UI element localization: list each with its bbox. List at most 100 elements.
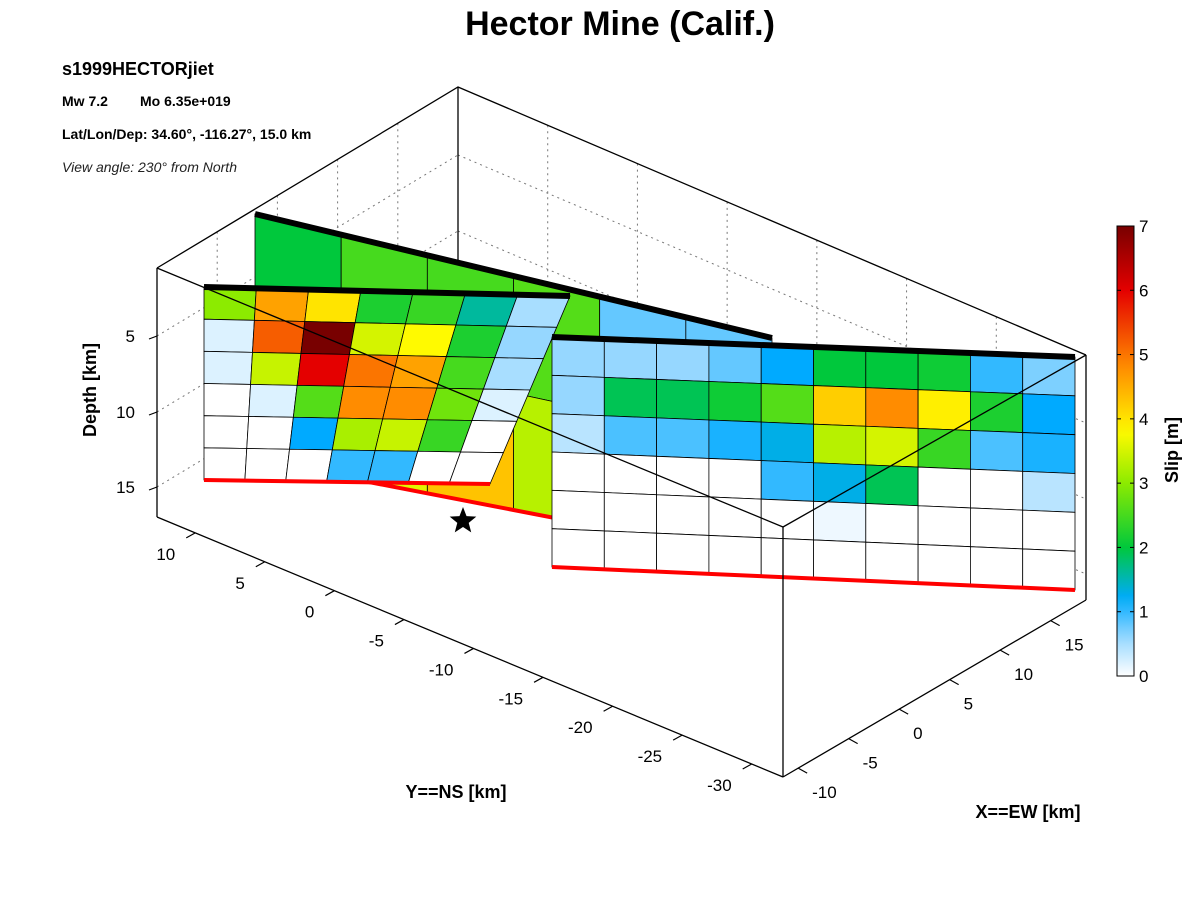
- slip-cell: [813, 539, 867, 582]
- tick-mark: [672, 734, 683, 741]
- slip-cell: [813, 385, 867, 427]
- slip-cell: [304, 289, 362, 324]
- fault-segment: [203, 284, 571, 486]
- tick-mark: [848, 738, 858, 745]
- slip-cell: [203, 383, 251, 417]
- slip-cell: [970, 507, 1024, 550]
- colorbar-tick-label: 6: [1139, 281, 1148, 300]
- location-label: Lat/Lon/Dep: 34.60°, -116.27°, 15.0 km: [62, 126, 311, 142]
- slip-cell: [760, 383, 814, 425]
- tick-mark: [797, 767, 808, 774]
- tick-mark: [394, 619, 405, 626]
- slip-cell: [760, 460, 814, 502]
- slip-cell: [551, 451, 605, 493]
- slip-cell: [813, 346, 867, 389]
- tick-mark: [949, 679, 959, 686]
- slip-cell: [708, 381, 762, 423]
- slip-cell: [656, 455, 710, 498]
- slip-cell: [397, 323, 457, 357]
- slip-cell: [708, 342, 762, 384]
- hypocenter-star-icon: [449, 507, 477, 533]
- slip-cell: [917, 466, 971, 509]
- slip-cell: [203, 286, 257, 321]
- surface-trace: [203, 284, 571, 299]
- slip-cell: [656, 417, 710, 459]
- slip-cell: [708, 534, 762, 577]
- colorbar-tick-label: 3: [1139, 474, 1148, 493]
- tick-label: 0: [913, 724, 922, 743]
- slip-cell: [970, 352, 1024, 395]
- bottom-edge: [203, 478, 491, 486]
- tick-label: 10: [1014, 665, 1033, 684]
- colorbar-tick-label: 0: [1139, 667, 1148, 686]
- colorbar-ramp: [1116, 225, 1135, 677]
- box-edge: [156, 516, 784, 778]
- tick-mark: [464, 647, 474, 654]
- slip-cell: [917, 350, 971, 393]
- tick-label: -25: [638, 747, 663, 766]
- slip-cell: [603, 338, 657, 380]
- box-front-edges: [156, 267, 1087, 778]
- slip-cell: [865, 425, 919, 468]
- slip-cell: [203, 415, 250, 449]
- tick-mark: [603, 705, 613, 712]
- slip-cell: [1022, 393, 1076, 436]
- box-edge: [156, 267, 784, 528]
- tick-mark: [185, 532, 196, 539]
- slip-cell: [250, 351, 302, 386]
- slip-cell: [813, 462, 867, 504]
- slip-cell: [813, 423, 867, 466]
- axis-ticks: 5 10 15 10 5 0 -5 -10 -15 -20 -25 -30 -10 -5 0 5 10 15: [116, 327, 1083, 802]
- slip-cell: [285, 448, 333, 483]
- tick-label: -10: [429, 660, 454, 679]
- tick-label: -5: [863, 754, 878, 773]
- chart-title: Hector Mine (Calif.): [465, 5, 775, 43]
- colorbar-tick-label: 5: [1139, 346, 1148, 365]
- slip-cell: [292, 384, 345, 419]
- slip-cell: [253, 287, 310, 322]
- slip-cell: [603, 492, 657, 534]
- slip-cell: [337, 385, 391, 420]
- slip-cell: [354, 290, 414, 325]
- hypocenter-star: [449, 507, 477, 533]
- colorbar: 0 1 2 3 4 5 6 7: [1116, 217, 1148, 686]
- slip-cell: [603, 415, 657, 457]
- slip-cell: [1022, 470, 1076, 513]
- slip-cell: [970, 468, 1024, 511]
- slip-cell: [1022, 432, 1076, 474]
- slip-cell: [708, 496, 762, 539]
- tick-label: -20: [568, 718, 593, 737]
- tick-mark: [325, 590, 335, 597]
- slip-cell: [551, 374, 605, 417]
- tick-label: -10: [812, 783, 837, 802]
- slip-cell: [603, 530, 657, 573]
- tick-label: -5: [369, 632, 384, 651]
- slip-cell: [551, 528, 605, 570]
- slip-cell: [970, 430, 1024, 472]
- slip-cell: [708, 419, 762, 462]
- slip-cell: [917, 505, 971, 548]
- slip-cell: [1022, 548, 1076, 591]
- slip-cell: [813, 500, 867, 543]
- slip-cell: [603, 376, 657, 419]
- tick-label: 5: [126, 327, 135, 346]
- slip-cell: [656, 532, 710, 575]
- slip-cell: [248, 384, 298, 418]
- slip-cell: [865, 464, 919, 507]
- tick-mark: [148, 335, 158, 340]
- slip-cell: [551, 413, 605, 455]
- slip-cell: [970, 391, 1024, 433]
- event-id: s1999HECTORjiet: [62, 59, 214, 79]
- slip-cell: [331, 417, 384, 452]
- slip-cell: [865, 541, 919, 584]
- slip-cell: [326, 449, 376, 483]
- moment-label: Mo 6.35e+019: [140, 93, 231, 109]
- tick-label: 0: [305, 603, 314, 622]
- tick-label: 5: [964, 695, 973, 714]
- slip-cell: [1022, 509, 1076, 552]
- tick-mark: [999, 649, 1010, 656]
- tick-label: -30: [707, 776, 732, 795]
- slip-cell: [203, 447, 248, 481]
- tick-mark: [148, 486, 158, 491]
